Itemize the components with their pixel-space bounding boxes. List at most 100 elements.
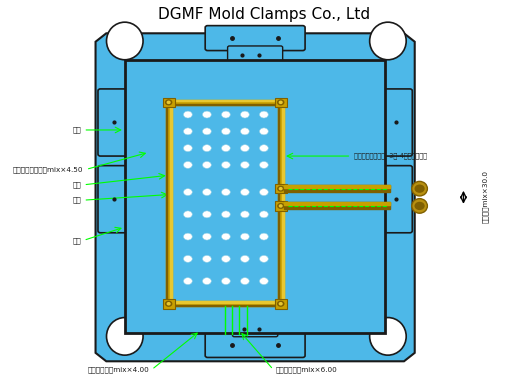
Text: 水管之间mix×30.0: 水管之间mix×30.0 bbox=[482, 170, 489, 223]
Ellipse shape bbox=[370, 318, 406, 355]
Circle shape bbox=[278, 204, 283, 208]
Circle shape bbox=[240, 278, 249, 285]
Circle shape bbox=[240, 211, 249, 218]
FancyBboxPatch shape bbox=[98, 89, 130, 156]
Bar bbox=[275, 184, 287, 193]
Ellipse shape bbox=[412, 181, 427, 196]
Circle shape bbox=[260, 111, 268, 118]
Circle shape bbox=[221, 189, 230, 196]
Circle shape bbox=[240, 255, 249, 262]
Text: 螺丝和水道的mix×4.00: 螺丝和水道的mix×4.00 bbox=[87, 367, 149, 373]
Circle shape bbox=[240, 161, 249, 168]
Bar bbox=[163, 97, 175, 107]
Circle shape bbox=[240, 111, 249, 118]
Bar bbox=[283, 203, 390, 209]
Circle shape bbox=[260, 189, 268, 196]
Bar bbox=[283, 185, 390, 192]
Text: 深针: 深针 bbox=[72, 181, 81, 188]
Circle shape bbox=[240, 145, 249, 152]
Ellipse shape bbox=[412, 199, 427, 213]
Bar bbox=[166, 305, 283, 306]
Circle shape bbox=[415, 185, 424, 192]
Circle shape bbox=[221, 128, 230, 135]
Bar bbox=[166, 100, 283, 105]
Bar bbox=[283, 185, 390, 187]
Circle shape bbox=[260, 233, 268, 240]
Ellipse shape bbox=[107, 22, 143, 60]
Circle shape bbox=[183, 128, 192, 135]
FancyBboxPatch shape bbox=[228, 46, 282, 64]
Text: 模板: 模板 bbox=[72, 127, 81, 133]
Circle shape bbox=[260, 211, 268, 218]
Polygon shape bbox=[96, 33, 415, 361]
Circle shape bbox=[203, 233, 211, 240]
Ellipse shape bbox=[107, 318, 143, 355]
Circle shape bbox=[260, 255, 268, 262]
Circle shape bbox=[183, 161, 192, 168]
Bar bbox=[278, 100, 279, 306]
Circle shape bbox=[203, 211, 211, 218]
Circle shape bbox=[240, 128, 249, 135]
Circle shape bbox=[183, 233, 192, 240]
Circle shape bbox=[167, 303, 170, 305]
Bar bbox=[166, 301, 283, 306]
Circle shape bbox=[183, 111, 192, 118]
Circle shape bbox=[183, 278, 192, 285]
Bar bbox=[278, 100, 283, 306]
FancyBboxPatch shape bbox=[205, 333, 305, 357]
Text: DGMF Mold Clamps Co., Ltd: DGMF Mold Clamps Co., Ltd bbox=[157, 7, 370, 22]
Circle shape bbox=[203, 145, 211, 152]
Circle shape bbox=[279, 303, 282, 305]
Circle shape bbox=[278, 301, 284, 306]
Ellipse shape bbox=[370, 22, 406, 60]
Circle shape bbox=[203, 255, 211, 262]
Text: 螺丝: 螺丝 bbox=[72, 237, 81, 244]
Circle shape bbox=[203, 111, 211, 118]
Circle shape bbox=[278, 100, 284, 105]
Circle shape bbox=[221, 255, 230, 262]
Bar bbox=[166, 100, 283, 101]
Bar bbox=[275, 299, 287, 308]
Bar bbox=[166, 104, 283, 105]
FancyBboxPatch shape bbox=[205, 26, 305, 50]
Circle shape bbox=[279, 187, 282, 190]
Circle shape bbox=[203, 161, 211, 168]
Circle shape bbox=[221, 211, 230, 218]
Circle shape bbox=[240, 233, 249, 240]
Bar bbox=[166, 301, 283, 303]
Circle shape bbox=[260, 128, 268, 135]
Bar bbox=[163, 299, 175, 308]
Circle shape bbox=[260, 161, 268, 168]
Bar bbox=[282, 100, 283, 306]
Circle shape bbox=[279, 205, 282, 207]
Circle shape bbox=[166, 100, 172, 105]
Circle shape bbox=[167, 101, 170, 104]
FancyBboxPatch shape bbox=[380, 166, 412, 233]
Circle shape bbox=[221, 161, 230, 168]
Circle shape bbox=[203, 128, 211, 135]
Circle shape bbox=[203, 278, 211, 285]
Circle shape bbox=[221, 278, 230, 285]
Text: 螺丝和模仁边型的mix×4.50: 螺丝和模仁边型的mix×4.50 bbox=[13, 166, 83, 173]
Bar bbox=[275, 201, 287, 211]
Bar bbox=[170, 100, 172, 306]
Circle shape bbox=[166, 301, 172, 306]
Circle shape bbox=[183, 255, 192, 262]
Circle shape bbox=[183, 145, 192, 152]
Bar bbox=[125, 60, 386, 333]
Circle shape bbox=[203, 189, 211, 196]
Circle shape bbox=[260, 145, 268, 152]
Circle shape bbox=[278, 186, 283, 191]
Circle shape bbox=[415, 203, 424, 209]
Bar bbox=[283, 203, 390, 205]
Circle shape bbox=[221, 111, 230, 118]
Circle shape bbox=[221, 145, 230, 152]
Circle shape bbox=[221, 233, 230, 240]
Circle shape bbox=[279, 101, 282, 104]
FancyBboxPatch shape bbox=[380, 89, 412, 156]
Circle shape bbox=[260, 278, 268, 285]
Text: 水路和层针的mix×6.00: 水路和层针的mix×6.00 bbox=[276, 367, 338, 373]
Circle shape bbox=[240, 189, 249, 196]
FancyBboxPatch shape bbox=[98, 166, 130, 233]
Circle shape bbox=[183, 189, 192, 196]
